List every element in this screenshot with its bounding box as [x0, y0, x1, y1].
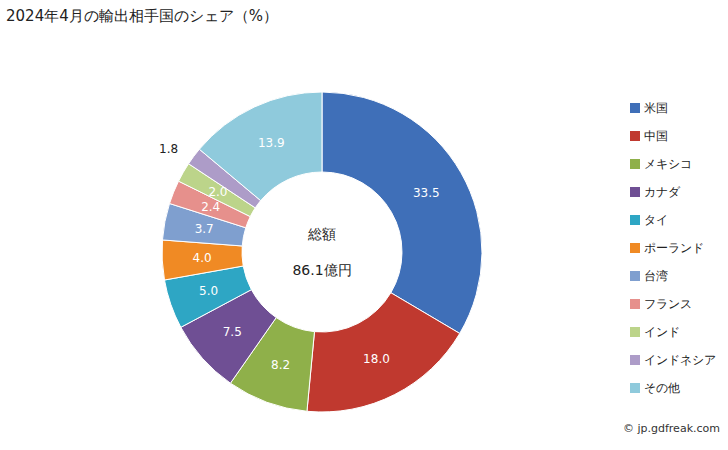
- slice: [307, 293, 460, 412]
- data-labels: 33.5 18.0 8.2 7.5 5.0 4.0 3.7 2.42.0 1.8 13.9: [159, 136, 440, 371]
- chart: 2024年4月の輸出相手国のシェア（%） 33.5 18.0 8.2 7.5 5.0 4.0…: [0, 0, 728, 450]
- legend-label: フランス: [644, 297, 692, 311]
- legend-swatch: [630, 187, 640, 197]
- legend-label: カナダ: [644, 185, 681, 199]
- title: 2024年4月の輸出相手国のシェア（%）: [6, 7, 278, 25]
- center-text: 総額: [307, 226, 336, 242]
- legend-swatch: [630, 243, 640, 253]
- slice: [199, 92, 322, 201]
- legend-swatch: [630, 103, 640, 113]
- data-label: 33.5: [413, 186, 440, 200]
- legend-swatch: [630, 131, 640, 141]
- legend: 米国中国メキシコカナダタイポーランド台湾フランスインドインドネシアその他: [630, 101, 716, 395]
- data-label: 8.2: [271, 358, 290, 372]
- legend-item: ポーランド: [630, 241, 704, 255]
- legend-label: ポーランド: [644, 241, 704, 255]
- legend-label: 中国: [644, 129, 668, 143]
- legend-swatch: [630, 215, 640, 225]
- legend-label: メキシコ: [644, 157, 692, 171]
- center-text: 86.1億円: [292, 262, 351, 278]
- legend-item: 中国: [630, 129, 668, 143]
- legend-label: インドネシア: [644, 353, 716, 367]
- data-label: 2.4: [201, 200, 220, 214]
- legend-swatch: [630, 299, 640, 309]
- legend-swatch: [630, 327, 640, 337]
- data-label: 2.0: [208, 185, 227, 199]
- legend-item: インドネシア: [630, 353, 716, 367]
- legend-item: カナダ: [630, 185, 681, 199]
- legend-item: その他: [630, 381, 680, 395]
- data-label: 3.7: [195, 222, 214, 236]
- data-label: 18.0: [363, 352, 390, 366]
- legend-label: タイ: [644, 213, 668, 227]
- legend-swatch: [630, 383, 640, 393]
- legend-item: フランス: [630, 297, 692, 311]
- legend-label: インド: [644, 325, 680, 339]
- legend-item: メキシコ: [630, 157, 692, 171]
- slice: [162, 240, 243, 280]
- legend-item: 米国: [630, 101, 668, 115]
- data-label: 7.5: [223, 325, 242, 339]
- legend-item: タイ: [630, 213, 668, 227]
- data-label: 5.0: [199, 284, 218, 298]
- legend-label: 台湾: [644, 269, 668, 283]
- slice: [322, 92, 482, 333]
- legend-label: 米国: [644, 101, 668, 115]
- legend-item: 台湾: [630, 269, 668, 283]
- legend-swatch: [630, 159, 640, 169]
- legend-swatch: [630, 271, 640, 281]
- data-label: 4.0: [193, 251, 212, 265]
- legend-label: その他: [644, 381, 680, 395]
- data-label: 13.9: [258, 136, 285, 150]
- source: © jp.gdfreak.com: [623, 422, 720, 435]
- legend-swatch: [630, 355, 640, 365]
- data-label: 1.8: [159, 142, 178, 156]
- donut: [162, 92, 482, 412]
- legend-item: インド: [630, 325, 680, 339]
